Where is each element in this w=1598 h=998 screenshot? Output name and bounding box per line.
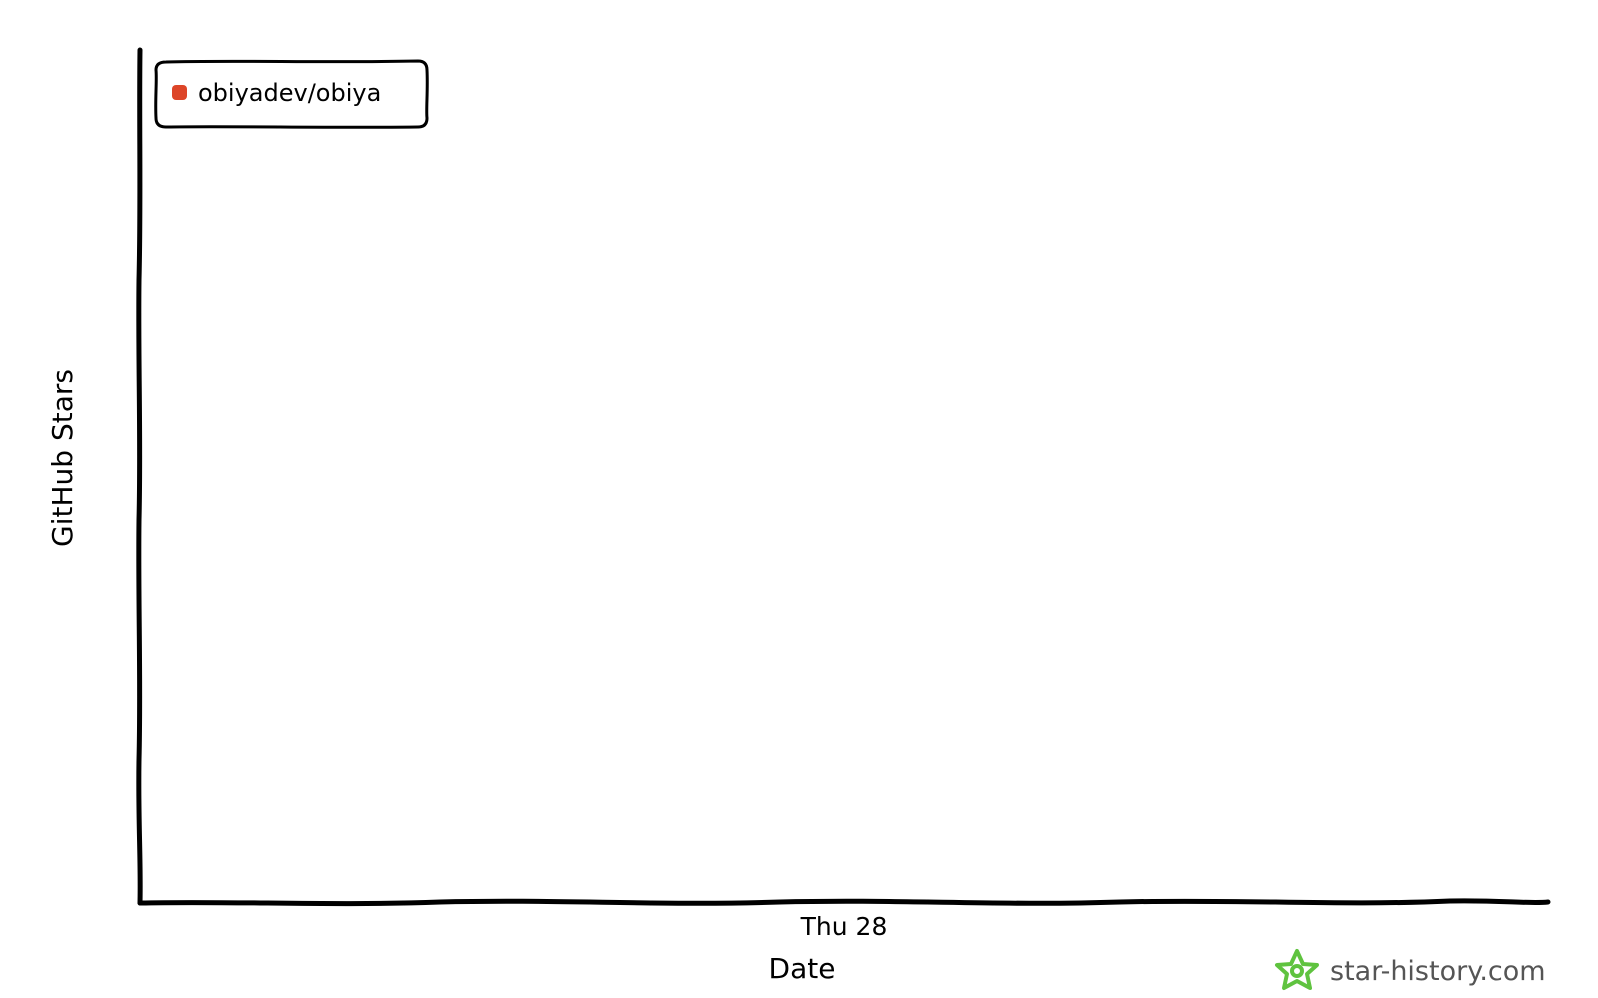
legend-swatch xyxy=(172,85,187,100)
watermark-text: star-history.com xyxy=(1330,956,1546,987)
star-history-logo-icon xyxy=(1275,949,1319,990)
legend-label: obiyadev/obiya xyxy=(198,79,381,107)
y-axis-line xyxy=(136,47,143,906)
watermark: star-history.com xyxy=(1275,949,1546,990)
y-axis-title: GitHub Stars xyxy=(46,369,79,547)
x-axis-line xyxy=(137,898,1551,907)
x-axis-title: Date xyxy=(769,952,836,985)
legend-box xyxy=(154,59,429,129)
legend: obiyadev/obiya xyxy=(154,59,429,129)
x-tick-label: Thu 28 xyxy=(800,912,888,941)
